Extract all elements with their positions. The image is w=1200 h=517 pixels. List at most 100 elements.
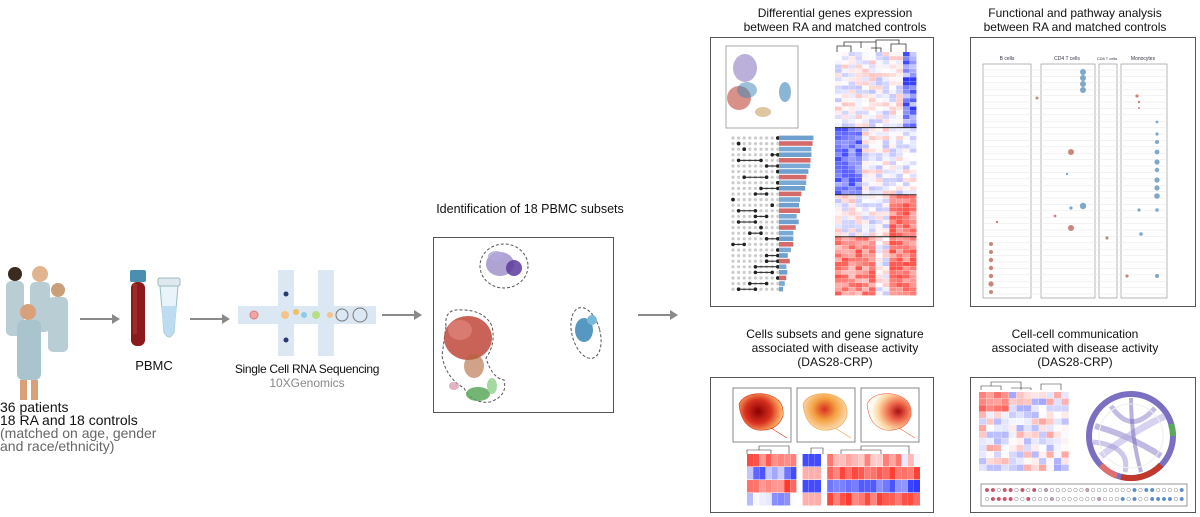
heatmap-cell bbox=[1009, 405, 1017, 412]
upset-dot bbox=[759, 225, 763, 230]
heatmap-cell bbox=[841, 173, 849, 178]
heatmap-cell bbox=[862, 228, 869, 233]
communication-dot bbox=[1097, 487, 1102, 493]
heatmap-cell bbox=[909, 194, 917, 199]
heatmap-cell bbox=[848, 224, 856, 229]
heatmap-cell bbox=[790, 480, 797, 493]
heatmap-cell bbox=[1046, 392, 1054, 399]
heatmap-cell bbox=[841, 64, 849, 69]
functional-caption-line1: Functional and pathway analysis bbox=[988, 6, 1162, 20]
heatmap-cell bbox=[869, 178, 876, 182]
heatmap-cell bbox=[841, 203, 849, 208]
heatmap-cell bbox=[848, 136, 856, 140]
heatmap-cell bbox=[1009, 398, 1017, 405]
heatmap-cell bbox=[841, 278, 849, 283]
heatmap-cell bbox=[896, 182, 903, 187]
heatmap-cell bbox=[835, 241, 842, 245]
heatmap-cell bbox=[864, 480, 871, 493]
upset-dot bbox=[731, 265, 735, 269]
upset-dot bbox=[731, 214, 735, 218]
heatmap-cell bbox=[848, 161, 856, 166]
heatmap-cell bbox=[994, 451, 1002, 458]
heatmap-cell bbox=[827, 480, 834, 493]
heatmap-cell bbox=[862, 262, 869, 266]
heatmap-cell bbox=[895, 467, 902, 480]
heatmap-cell bbox=[1001, 464, 1009, 471]
heatmap-cell bbox=[848, 274, 856, 279]
heatmap-cell bbox=[1009, 418, 1017, 425]
upset-dot bbox=[742, 170, 746, 174]
upset-bar bbox=[779, 286, 783, 292]
heatmap-cell bbox=[903, 148, 910, 153]
heatmap-cell bbox=[869, 127, 876, 132]
upset-dot bbox=[759, 181, 763, 185]
heatmap-cell bbox=[896, 64, 903, 69]
heatmap-cell bbox=[875, 106, 883, 111]
heatmap-cell bbox=[869, 73, 876, 77]
heatmap-cell bbox=[862, 56, 869, 61]
heatmap-cell bbox=[896, 283, 903, 287]
upset-dot bbox=[753, 136, 757, 140]
heatmap-cell bbox=[869, 110, 876, 115]
heatmap-cell bbox=[855, 81, 862, 86]
dotplot-dot bbox=[1154, 185, 1160, 191]
upset-dot bbox=[748, 142, 752, 146]
heatmap-cell bbox=[862, 52, 869, 56]
heatmap-cell bbox=[869, 224, 876, 229]
heatmap-cell bbox=[1054, 438, 1062, 445]
heatmap-cell bbox=[914, 454, 920, 467]
heatmap-cell bbox=[903, 106, 910, 111]
heatmap-cell bbox=[909, 178, 917, 182]
subsets-caption-line2: associated with disease activity bbox=[751, 341, 919, 355]
communication-dot bbox=[1156, 487, 1161, 493]
heatmap-cell bbox=[875, 157, 883, 161]
heatmap-cell bbox=[835, 64, 842, 69]
heatmap-cell bbox=[882, 278, 890, 283]
heatmap-cell bbox=[896, 232, 903, 237]
heatmap-cell bbox=[858, 454, 865, 467]
heatmap-cell bbox=[883, 454, 889, 467]
heatmap-cell bbox=[896, 178, 903, 182]
dotplot-dot bbox=[1065, 172, 1069, 176]
heatmap-cell bbox=[903, 228, 910, 233]
heatmap-cell bbox=[986, 392, 994, 399]
heatmap-cell bbox=[855, 203, 862, 208]
heatmap-cell bbox=[862, 190, 869, 195]
heatmap-cell bbox=[841, 119, 849, 124]
communication-dot bbox=[1091, 487, 1096, 493]
heatmap-cell bbox=[1031, 444, 1039, 452]
heatmap-cell bbox=[875, 253, 883, 258]
upset-dot bbox=[770, 209, 774, 213]
upset-bar bbox=[779, 158, 811, 163]
heatmap-cell bbox=[848, 211, 856, 216]
heatmap-cell bbox=[1046, 451, 1054, 458]
upset-dot bbox=[742, 276, 746, 280]
heatmap-cell bbox=[1031, 405, 1039, 412]
heatmap-cell bbox=[882, 148, 890, 153]
umap-panel bbox=[433, 237, 614, 413]
heatmap-cell bbox=[1001, 405, 1009, 412]
dotplot-dot bbox=[988, 257, 994, 263]
heatmap-cell bbox=[903, 173, 910, 178]
heatmap-cell bbox=[1039, 392, 1047, 399]
heatmap-cell bbox=[864, 467, 871, 480]
heatmap-cell bbox=[909, 123, 917, 128]
upset-dot bbox=[731, 203, 735, 207]
heatmap-cell bbox=[1039, 425, 1047, 432]
heatmap-cell bbox=[815, 467, 821, 480]
heatmap-cell bbox=[855, 123, 862, 128]
heatmap-cell bbox=[869, 102, 876, 107]
upset-dot bbox=[776, 220, 780, 224]
heatmap-cell bbox=[979, 405, 987, 412]
upset-dot bbox=[759, 164, 763, 168]
heatmap-cell bbox=[882, 85, 890, 90]
heatmap-cell bbox=[833, 480, 840, 493]
heatmap-cell bbox=[909, 262, 917, 266]
heatmap-cell bbox=[882, 287, 890, 292]
dotplot-dot bbox=[1068, 225, 1074, 231]
heatmap-cell bbox=[903, 94, 910, 98]
heatmap-cell bbox=[1001, 392, 1009, 399]
upset-dot bbox=[776, 265, 780, 269]
communication-dot bbox=[996, 496, 1001, 502]
upset-dot bbox=[765, 209, 769, 213]
